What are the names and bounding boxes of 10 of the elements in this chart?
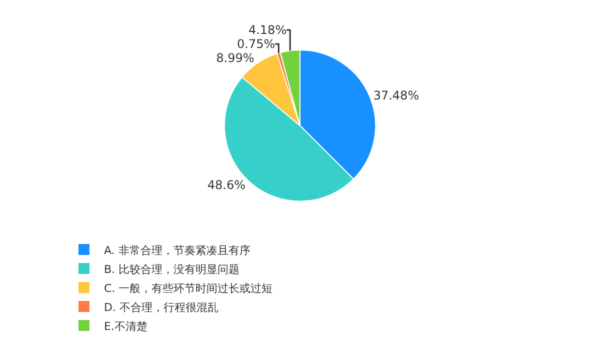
legend-label: C. 一般，有些环节时间过长或过短 — [104, 282, 273, 295]
data-label: 0.75% — [237, 37, 276, 52]
data-label: 37.48% — [373, 88, 420, 103]
data-label: 48.6% — [207, 178, 246, 192]
data-label: 4.18% — [248, 23, 287, 38]
data-label: 8.99% — [216, 51, 254, 66]
legend-label: A. 非常合理，节奏紧凑且有序 — [104, 244, 250, 257]
legend-label: D. 不合理，行程很混乱 — [104, 300, 218, 314]
legend-label: B. 比较合理，没有明显问题 — [104, 262, 240, 276]
legend-label: E.不清楚 — [104, 320, 148, 333]
